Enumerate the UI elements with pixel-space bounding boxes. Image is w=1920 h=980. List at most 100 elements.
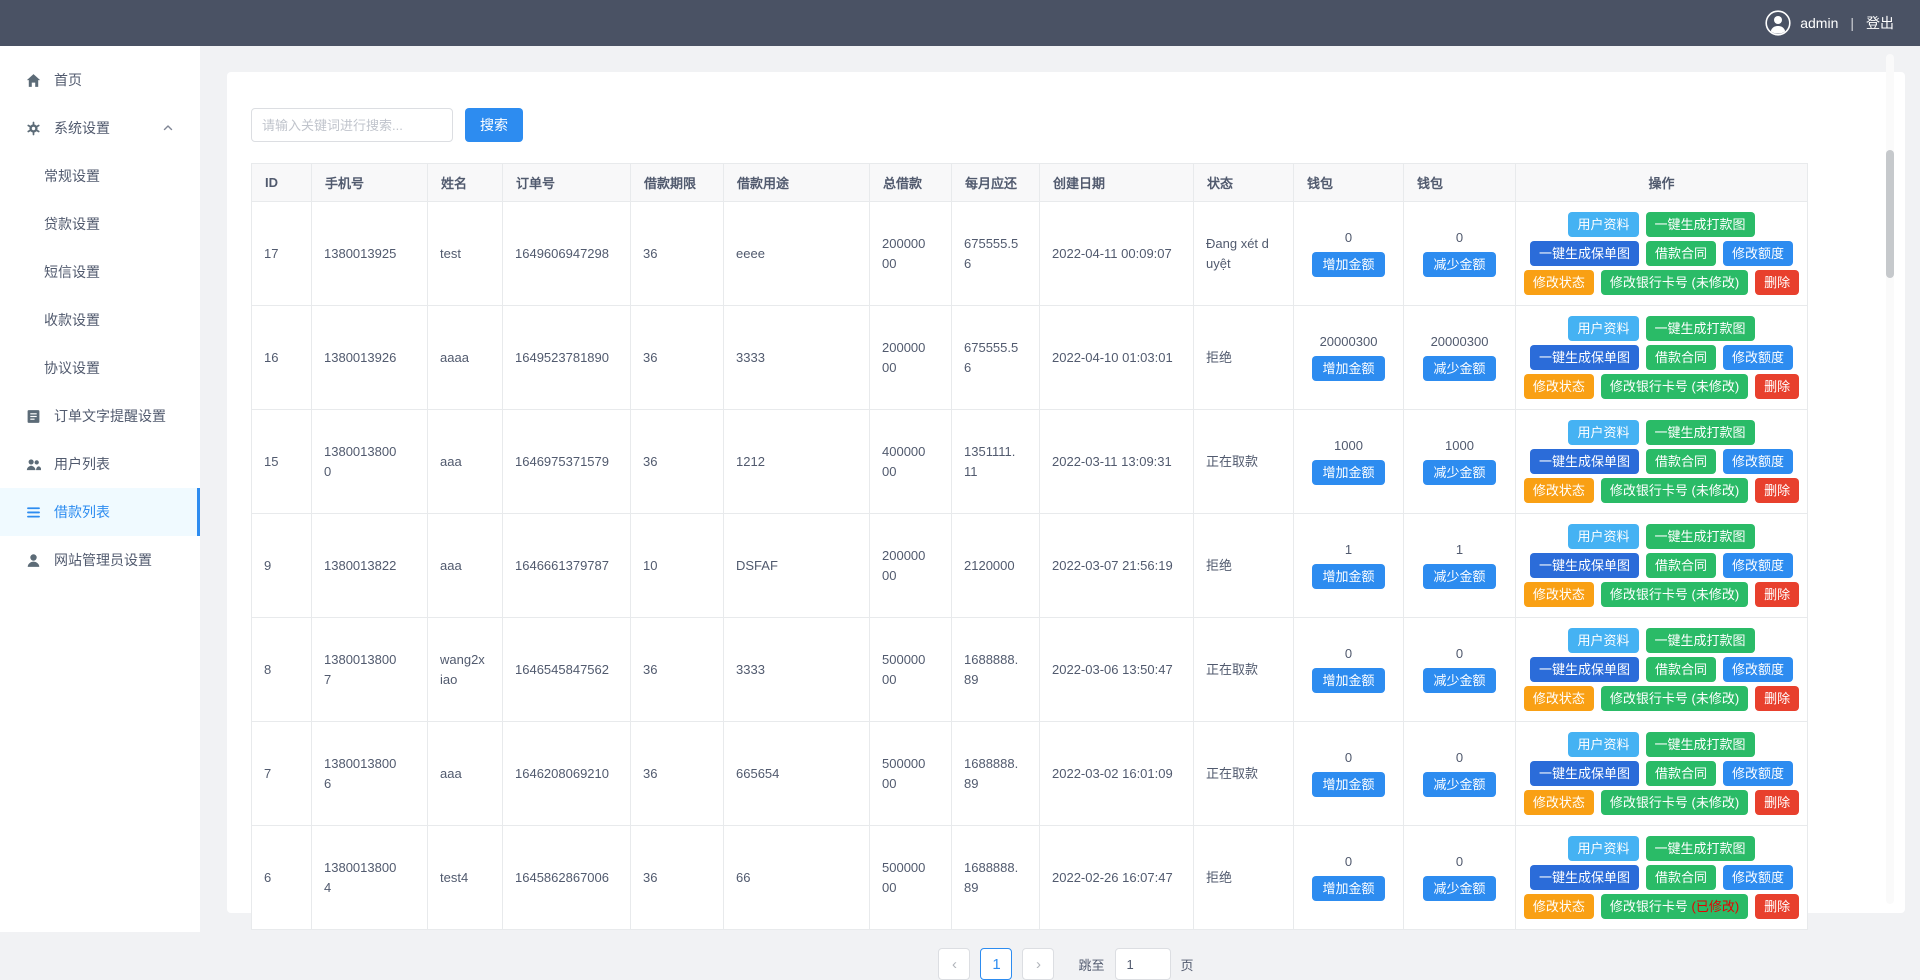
modify-status-button[interactable]: 修改状态	[1524, 790, 1594, 815]
sidebar-item-loan-list[interactable]: 借款列表	[0, 488, 200, 536]
increase-amount-button[interactable]: 增加金额	[1312, 668, 1384, 693]
modify-bank-card-button[interactable]: 修改银行卡号 (未修改)	[1601, 582, 1748, 607]
sidebar-item-payment-settings[interactable]: 收款设置	[0, 296, 200, 344]
delete-button[interactable]: 删除	[1755, 894, 1799, 919]
decrease-amount-button[interactable]: 减少金额	[1423, 356, 1495, 381]
increase-amount-button[interactable]: 增加金额	[1312, 876, 1384, 901]
search-button[interactable]: 搜索	[465, 108, 523, 142]
generate-payment-image-button[interactable]: 一键生成打款图	[1646, 420, 1755, 445]
decrease-amount-button[interactable]: 减少金额	[1423, 772, 1495, 797]
modify-bank-card-button[interactable]: 修改银行卡号 (未修改)	[1601, 270, 1748, 295]
sidebar-item-system-settings[interactable]: 系统设置	[0, 104, 200, 152]
loan-contract-button[interactable]: 借款合同	[1646, 761, 1716, 786]
generate-policy-image-button[interactable]: 一键生成保单图	[1530, 345, 1639, 370]
jump-page-input[interactable]	[1115, 948, 1171, 980]
modify-status-button[interactable]: 修改状态	[1524, 686, 1594, 711]
search-input[interactable]	[251, 108, 453, 142]
modify-quota-button[interactable]: 修改额度	[1723, 345, 1793, 370]
generate-payment-image-button[interactable]: 一键生成打款图	[1646, 524, 1755, 549]
modify-quota-button[interactable]: 修改额度	[1723, 553, 1793, 578]
user-profile-button[interactable]: 用户资料	[1568, 628, 1638, 653]
scrollbar-thumb[interactable]	[1886, 150, 1894, 278]
column-header: 借款用途	[724, 164, 870, 202]
modify-bank-card-button[interactable]: 修改银行卡号 (未修改)	[1601, 790, 1748, 815]
decrease-amount-button[interactable]: 减少金额	[1423, 252, 1495, 277]
generate-payment-image-button[interactable]: 一键生成打款图	[1646, 316, 1755, 341]
delete-button[interactable]: 删除	[1755, 270, 1799, 295]
loan-contract-button[interactable]: 借款合同	[1646, 553, 1716, 578]
modify-bank-card-button[interactable]: 修改银行卡号 (已修改)	[1601, 894, 1748, 919]
sidebar-item-loan-settings[interactable]: 贷款设置	[0, 200, 200, 248]
cell-id: 8	[252, 618, 312, 722]
loan-contract-button[interactable]: 借款合同	[1646, 449, 1716, 474]
increase-amount-button[interactable]: 增加金额	[1312, 564, 1384, 589]
increase-amount-button[interactable]: 增加金额	[1312, 772, 1384, 797]
generate-payment-image-button[interactable]: 一键生成打款图	[1646, 212, 1755, 237]
wallet-balance: 0	[1416, 854, 1503, 869]
bank-card-status-note: (未修改)	[1691, 483, 1739, 498]
loan-contract-button[interactable]: 借款合同	[1646, 241, 1716, 266]
modify-status-button[interactable]: 修改状态	[1524, 270, 1594, 295]
generate-policy-image-button[interactable]: 一键生成保单图	[1530, 449, 1639, 474]
loan-contract-button[interactable]: 借款合同	[1646, 657, 1716, 682]
sidebar-item-agreement-settings[interactable]: 协议设置	[0, 344, 200, 392]
generate-policy-image-button[interactable]: 一键生成保单图	[1530, 865, 1639, 890]
decrease-amount-button[interactable]: 减少金额	[1423, 460, 1495, 485]
cell-monthly: 1688888.89	[952, 722, 1040, 826]
modify-quota-button[interactable]: 修改额度	[1723, 657, 1793, 682]
generate-policy-image-button[interactable]: 一键生成保单图	[1530, 553, 1639, 578]
decrease-amount-button[interactable]: 减少金额	[1423, 564, 1495, 589]
delete-button[interactable]: 删除	[1755, 582, 1799, 607]
sidebar-item-order-text-reminder-settings[interactable]: 订单文字提醒设置	[0, 392, 200, 440]
cell-phone: 1380013822	[312, 514, 428, 618]
prev-page-button[interactable]: ‹	[938, 948, 970, 980]
increase-amount-button[interactable]: 增加金额	[1312, 356, 1384, 381]
modify-quota-button[interactable]: 修改额度	[1723, 761, 1793, 786]
user-profile-button[interactable]: 用户资料	[1568, 524, 1638, 549]
cell-wallet-1: 20000300 增加金额	[1294, 306, 1404, 410]
modify-bank-card-button[interactable]: 修改银行卡号 (未修改)	[1601, 686, 1748, 711]
generate-policy-image-button[interactable]: 一键生成保单图	[1530, 657, 1639, 682]
cell-wallet-1: 0 增加金额	[1294, 202, 1404, 306]
generate-policy-image-button[interactable]: 一键生成保单图	[1530, 761, 1639, 786]
generate-payment-image-button[interactable]: 一键生成打款图	[1646, 628, 1755, 653]
sidebar-item-dashboard[interactable]: 首页	[0, 56, 200, 104]
vertical-scrollbar[interactable]	[1886, 54, 1894, 904]
user-profile-button[interactable]: 用户资料	[1568, 420, 1638, 445]
increase-amount-button[interactable]: 增加金额	[1312, 460, 1384, 485]
user-profile-button[interactable]: 用户资料	[1568, 212, 1638, 237]
generate-policy-image-button[interactable]: 一键生成保单图	[1530, 241, 1639, 266]
modify-status-button[interactable]: 修改状态	[1524, 374, 1594, 399]
user-avatar-icon[interactable]	[1765, 10, 1791, 36]
sidebar-item-sms-settings[interactable]: 短信设置	[0, 248, 200, 296]
loan-contract-button[interactable]: 借款合同	[1646, 345, 1716, 370]
page-1-button[interactable]: 1	[980, 948, 1012, 980]
decrease-amount-button[interactable]: 减少金额	[1423, 668, 1495, 693]
wallet-balance: 0	[1416, 646, 1503, 661]
delete-button[interactable]: 删除	[1755, 478, 1799, 503]
user-profile-button[interactable]: 用户资料	[1568, 316, 1638, 341]
loan-contract-button[interactable]: 借款合同	[1646, 865, 1716, 890]
generate-payment-image-button[interactable]: 一键生成打款图	[1646, 732, 1755, 757]
modify-bank-card-button[interactable]: 修改银行卡号 (未修改)	[1601, 478, 1748, 503]
modify-status-button[interactable]: 修改状态	[1524, 582, 1594, 607]
logout-link[interactable]: 登出	[1866, 13, 1894, 33]
next-page-button[interactable]: ›	[1022, 948, 1054, 980]
modify-status-button[interactable]: 修改状态	[1524, 894, 1594, 919]
generate-payment-image-button[interactable]: 一键生成打款图	[1646, 836, 1755, 861]
sidebar-item-general-settings[interactable]: 常规设置	[0, 152, 200, 200]
modify-quota-button[interactable]: 修改额度	[1723, 241, 1793, 266]
sidebar-item-user-list[interactable]: 用户列表	[0, 440, 200, 488]
modify-status-button[interactable]: 修改状态	[1524, 478, 1594, 503]
modify-quota-button[interactable]: 修改额度	[1723, 449, 1793, 474]
sidebar-item-admin-settings[interactable]: 网站管理员设置	[0, 536, 200, 584]
delete-button[interactable]: 删除	[1755, 374, 1799, 399]
delete-button[interactable]: 删除	[1755, 686, 1799, 711]
modify-bank-card-button[interactable]: 修改银行卡号 (未修改)	[1601, 374, 1748, 399]
delete-button[interactable]: 删除	[1755, 790, 1799, 815]
user-profile-button[interactable]: 用户资料	[1568, 732, 1638, 757]
modify-quota-button[interactable]: 修改额度	[1723, 865, 1793, 890]
decrease-amount-button[interactable]: 减少金额	[1423, 876, 1495, 901]
user-profile-button[interactable]: 用户资料	[1568, 836, 1638, 861]
increase-amount-button[interactable]: 增加金额	[1312, 252, 1384, 277]
